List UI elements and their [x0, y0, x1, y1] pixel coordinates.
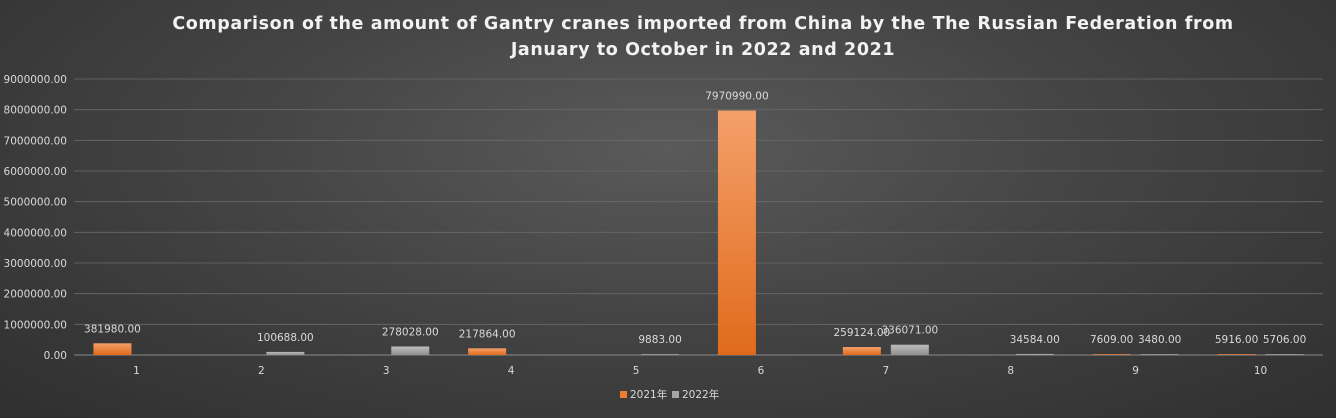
x-tick-label: 8: [1007, 365, 1014, 377]
chart-title-line-2: January to October in 2022 and 2021: [510, 40, 895, 60]
x-tick-label: 2: [258, 365, 265, 377]
bars: [93, 110, 1304, 355]
data-label: 278028.00: [382, 326, 439, 338]
bar-series-1: [93, 343, 132, 355]
axis: 0.00 1000000.00 2000000.00 3000000.00 400000…: [4, 74, 1323, 377]
bar-series-1: [1217, 354, 1256, 355]
data-label: 7609.00: [1090, 334, 1133, 346]
data-label: 5916.00: [1215, 334, 1258, 346]
x-tick-label: 7: [883, 365, 890, 377]
x-tick-label: 1: [133, 365, 140, 377]
grid-lines: [74, 78, 1323, 325]
legend-swatch-series-2: [672, 391, 679, 398]
y-tick-label: 6000000.00: [4, 166, 67, 178]
legend-label-series-2: 2022年: [682, 388, 719, 401]
bar-series-2: [1015, 353, 1054, 355]
bar-series-1: [1092, 354, 1131, 355]
bar-series-2: [890, 344, 929, 355]
bar-series-2: [1265, 354, 1304, 355]
x-tick-label: 9: [1132, 365, 1139, 377]
x-tick-label: 6: [758, 365, 765, 377]
data-label: 381980.00: [84, 323, 141, 335]
bar-series-2: [391, 346, 430, 355]
data-label: 34584.00: [1010, 334, 1060, 346]
y-tick-label: 5000000.00: [4, 197, 67, 209]
y-tick-label: 1000000.00: [4, 319, 67, 331]
x-tick-label: 4: [508, 365, 515, 377]
legend-swatch-series-1: [620, 391, 627, 398]
data-label: 336071.00: [881, 325, 938, 337]
x-tick-label: 3: [383, 365, 390, 377]
y-tick-label: 4000000.00: [4, 227, 67, 239]
y-tick-label: 7000000.00: [4, 135, 67, 147]
data-label: 100688.00: [257, 332, 314, 344]
legend-label-series-1: 2021年: [630, 388, 667, 401]
data-labels: 381980.00 217864.00 7970990.00 259124.00 760…: [84, 91, 1306, 347]
bar-series-2: [641, 354, 680, 355]
bar-series-1: [468, 348, 507, 355]
data-label: 9883.00: [638, 334, 681, 346]
y-tick-label: 0.00: [44, 350, 67, 362]
y-tick-label: 2000000.00: [4, 289, 67, 301]
bar-series-2: [1140, 354, 1179, 355]
data-label: 217864.00: [459, 328, 516, 340]
legend: 2021年 2022年: [620, 388, 719, 401]
y-tick-label: 8000000.00: [4, 105, 67, 117]
y-tick-label: 3000000.00: [4, 258, 67, 270]
bar-series-1: [842, 347, 881, 355]
data-label: 5706.00: [1263, 334, 1306, 346]
bar-series-1: [717, 110, 756, 355]
data-label: 3480.00: [1138, 334, 1181, 346]
y-tick-label: 9000000.00: [4, 74, 67, 86]
data-label: 259124.00: [833, 327, 890, 339]
x-tick-label: 5: [633, 365, 640, 377]
chart-title-line-1: Comparison of the amount of Gantry crane…: [172, 14, 1233, 34]
bar-series-2: [266, 351, 305, 355]
data-label: 7970990.00: [705, 91, 768, 103]
x-tick-label: 10: [1254, 365, 1267, 377]
